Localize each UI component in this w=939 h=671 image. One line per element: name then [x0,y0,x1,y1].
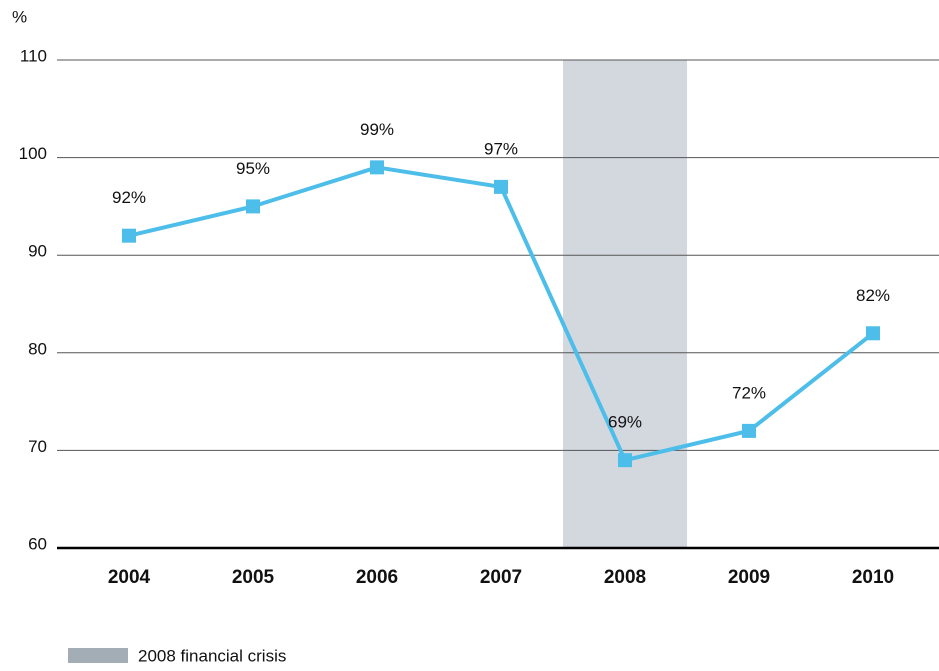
y-tick-label: 110 [20,46,47,65]
y-tick-label: 70 [28,437,47,456]
legend-label: 2008 financial crisis [138,646,286,665]
data-label: 92% [112,188,146,207]
data-point [494,179,508,194]
y-tick-label: 80 [28,339,47,358]
data-point [370,160,384,175]
x-tick-label: 2009 [728,567,770,588]
series-line [128,165,875,463]
y-tick-label: 100 [19,144,47,163]
x-tick-label: 2008 [604,567,646,588]
data-point [246,199,260,214]
x-tick-label: 2007 [480,567,522,588]
x-tick-label: 2004 [108,567,151,588]
legend-swatch [68,648,128,663]
y-axis-label: % [12,7,27,26]
y-tick-label: 90 [28,242,47,261]
data-label: 97% [484,139,518,158]
data-label: 72% [732,383,766,402]
data-point [122,228,136,243]
data-point [618,453,632,468]
data-point [866,326,880,341]
data-point [742,423,756,438]
x-tick-label: 2006 [356,567,398,588]
data-label: 82% [856,286,890,305]
data-label: 69% [608,413,642,432]
data-label: 95% [236,159,270,178]
data-label: 99% [360,120,394,139]
y-tick-label: 60 [28,534,47,553]
x-tick-label: 2010 [852,567,894,588]
highlight-band [563,60,687,548]
x-tick-label: 2005 [232,567,275,588]
